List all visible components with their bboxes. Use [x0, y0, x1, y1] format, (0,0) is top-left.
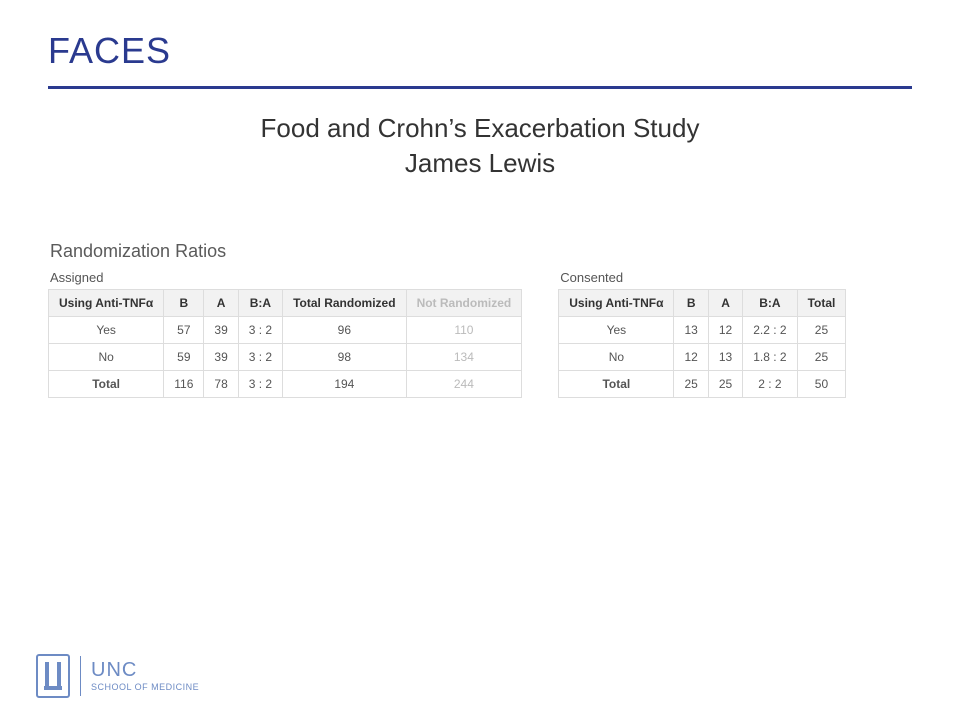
table-cell: 116 [164, 371, 204, 398]
logo-divider [80, 656, 81, 696]
section-title: Randomization Ratios [50, 241, 912, 262]
column-header: B:A [238, 290, 282, 317]
table-cell: 3 : 2 [238, 371, 282, 398]
column-header: Using Anti-TNFα [49, 290, 164, 317]
table-cell: 78 [204, 371, 238, 398]
table-cell: 110 [406, 317, 522, 344]
table-cell: 57 [164, 317, 204, 344]
table-cell: 3 : 2 [238, 317, 282, 344]
table-cell: 59 [164, 344, 204, 371]
table-cell: Yes [49, 317, 164, 344]
table-cell: No [49, 344, 164, 371]
footer-logo: UNC SCHOOL OF MEDICINE [36, 654, 199, 698]
assigned-caption: Assigned [50, 270, 522, 285]
subtitle-line1: Food and Crohn’s Exacerbation Study [48, 111, 912, 146]
subtitle-line2: James Lewis [48, 146, 912, 181]
table-cell: 96 [283, 317, 406, 344]
table-cell: 1.8 : 2 [743, 344, 797, 371]
table-cell: 25 [797, 317, 846, 344]
column-header: Using Anti-TNFα [559, 290, 674, 317]
table-cell: No [559, 344, 674, 371]
table-cell: 244 [406, 371, 522, 398]
table-cell: 12 [674, 344, 708, 371]
column-header: Total Randomized [283, 290, 406, 317]
column-header: B [674, 290, 708, 317]
assigned-table: Using Anti-TNFαBAB:ATotal RandomizedNot … [48, 289, 522, 398]
table-row: Total25252 : 250 [559, 371, 846, 398]
table-cell: 12 [708, 317, 742, 344]
table-cell: 98 [283, 344, 406, 371]
table-cell: 2.2 : 2 [743, 317, 797, 344]
column-header: A [204, 290, 238, 317]
table-cell: 2 : 2 [743, 371, 797, 398]
logo-line1: UNC [91, 660, 199, 680]
table-cell: 25 [708, 371, 742, 398]
subtitle-block: Food and Crohn’s Exacerbation Study Jame… [48, 111, 912, 181]
unc-seal-icon [36, 654, 70, 698]
table-cell: 13 [674, 317, 708, 344]
logo-line2: SCHOOL OF MEDICINE [91, 682, 199, 692]
table-consented: ConsentedUsing Anti-TNFαBAB:ATotalYes131… [558, 270, 846, 398]
column-header: B:A [743, 290, 797, 317]
table-cell: Total [49, 371, 164, 398]
table-row: Yes57393 : 296110 [49, 317, 522, 344]
logo-text: UNC SCHOOL OF MEDICINE [91, 660, 199, 692]
table-cell: 134 [406, 344, 522, 371]
column-header: A [708, 290, 742, 317]
column-header: B [164, 290, 204, 317]
tables-row: AssignedUsing Anti-TNFαBAB:ATotal Random… [48, 270, 912, 398]
page-title: FACES [48, 30, 912, 72]
table-cell: 25 [674, 371, 708, 398]
table-row: No12131.8 : 225 [559, 344, 846, 371]
slide-container: FACES Food and Crohn’s Exacerbation Stud… [0, 0, 960, 720]
table-cell: Total [559, 371, 674, 398]
table-cell: 39 [204, 344, 238, 371]
table-cell: 39 [204, 317, 238, 344]
table-cell: 3 : 2 [238, 344, 282, 371]
consented-caption: Consented [560, 270, 846, 285]
table-assigned: Assigned Using Anti-TNFαBAB:ATotal Random… [48, 270, 522, 398]
table-cell: Yes [559, 317, 674, 344]
table-cell: 194 [283, 371, 406, 398]
table-row: No59393 : 298134 [49, 344, 522, 371]
table-cell: 13 [708, 344, 742, 371]
column-header: Not Randomized [406, 290, 522, 317]
table-row: Total116783 : 2194244 [49, 371, 522, 398]
consented-table: Using Anti-TNFαBAB:ATotalYes13122.2 : 22… [558, 289, 846, 398]
table-cell: 50 [797, 371, 846, 398]
table-row: Yes13122.2 : 225 [559, 317, 846, 344]
column-header: Total [797, 290, 846, 317]
table-cell: 25 [797, 344, 846, 371]
title-divider [48, 86, 912, 89]
